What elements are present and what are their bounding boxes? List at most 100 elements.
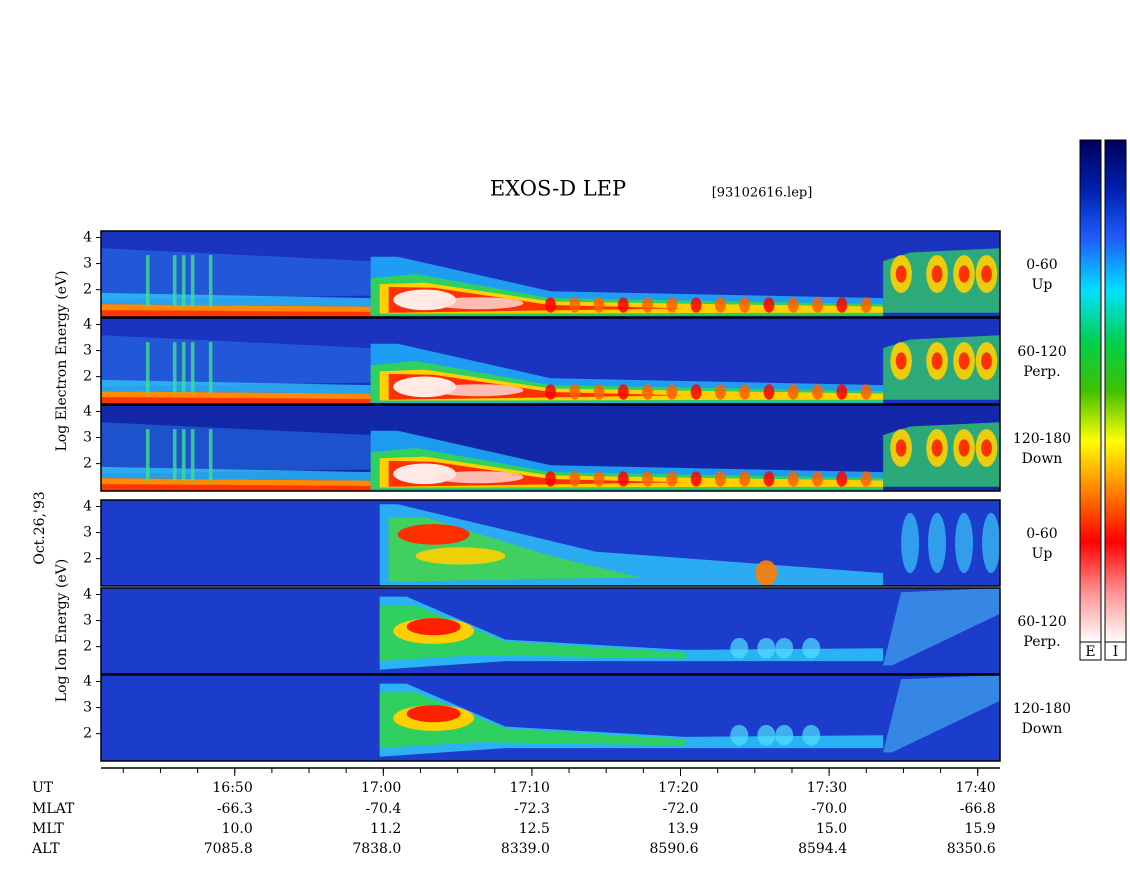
colorbar-label-box (1079, 641, 1102, 661)
y-tick-label: 4 (83, 230, 92, 246)
spectrogram-texture (802, 637, 821, 659)
spectrogram-texture (739, 384, 751, 400)
orbit-value: -72.3 (514, 801, 550, 817)
spectrogram-texture (757, 724, 776, 746)
spectrogram-texture (883, 675, 1000, 753)
panel-label: Down (1022, 451, 1063, 467)
orbit-value: 12.5 (519, 821, 550, 837)
spectrogram-texture (755, 560, 778, 586)
spectrogram-texture (642, 297, 653, 313)
panel-label: 120-180 (1013, 431, 1071, 447)
panel-label: Perp. (1023, 634, 1060, 650)
spectrogram-texture (690, 384, 702, 400)
y-tick-label: 3 (83, 343, 92, 359)
spectrogram-texture (397, 524, 470, 545)
date-label: Oct.26,'93 (32, 491, 48, 564)
panel-frame (100, 587, 1001, 675)
spectrogram-texture (593, 297, 605, 313)
panel-label: 120-180 (1013, 701, 1071, 717)
y-tick-label: 2 (83, 282, 92, 298)
y-tick-label: 4 (83, 317, 92, 333)
panel-frame (100, 674, 1001, 762)
panel-frame (100, 499, 1001, 587)
spectrogram-panel (101, 231, 1000, 317)
y-tick-label: 4 (83, 404, 92, 420)
spectrogram-texture (739, 297, 751, 313)
colorbar (1104, 139, 1127, 643)
chart-title: EXOS-D LEP (490, 177, 626, 201)
spectrogram-texture (406, 705, 461, 723)
panel-label: Up (1032, 546, 1053, 562)
file-label: [93102616.lep] (712, 186, 813, 201)
y-tick-label: 2 (83, 639, 92, 655)
spectrogram-texture (928, 512, 947, 574)
spectrogram-texture (901, 512, 920, 574)
spectrogram-texture (666, 471, 678, 487)
spectrogram-texture (379, 692, 686, 749)
spectrogram-texture (617, 297, 629, 313)
panel-frame (100, 317, 1001, 405)
panel-label: Down (1022, 721, 1063, 737)
spectrogram-texture (895, 352, 907, 370)
spectrogram-texture (955, 512, 974, 574)
y-tick-label: 3 (83, 613, 92, 629)
spectrogram-panel (101, 405, 1000, 491)
spectrogram-texture (172, 429, 177, 481)
spectrogram-texture (415, 547, 506, 565)
y-tick-label: 4 (83, 499, 92, 515)
spectrogram-texture (181, 429, 186, 481)
y-tick-label: 3 (83, 525, 92, 541)
spectrogram-texture (802, 724, 821, 746)
spectrogram-texture (883, 588, 1000, 666)
y-tick-label: 3 (83, 700, 92, 716)
spectrogram-texture (860, 471, 872, 487)
spectrogram-texture (715, 384, 726, 400)
spectrogram-texture (981, 352, 992, 370)
spectrogram-texture (433, 384, 524, 397)
spectrogram-texture (379, 605, 686, 662)
y-tick-label: 2 (83, 369, 92, 385)
spectrogram-texture (931, 439, 943, 457)
x-tick-label: 17:20 (658, 780, 698, 796)
spectrogram-texture (101, 466, 371, 481)
orbit-value: -70.4 (365, 801, 401, 817)
colorbar-label-box (1104, 641, 1127, 661)
panel-label: 60-120 (1017, 344, 1066, 360)
orbit-value: 8350.6 (947, 841, 996, 857)
spectrogram-texture (895, 439, 907, 457)
spectrogram-texture (982, 512, 1000, 574)
spectrogram-texture (836, 471, 848, 487)
spectrogram-texture (763, 297, 775, 313)
spectrogram-texture (190, 255, 195, 307)
spectrogram-texture (101, 422, 371, 474)
y-tick-label: 4 (83, 674, 92, 690)
spectrogram-texture (101, 379, 371, 394)
spectrogram-texture (545, 297, 556, 313)
spectrogram-texture (690, 471, 702, 487)
spectrogram-texture (569, 384, 581, 400)
orbit-value: -70.0 (811, 801, 847, 817)
spectrogram-texture (775, 724, 794, 746)
spectrogram-texture (617, 471, 629, 487)
spectrogram-panel (101, 500, 1000, 586)
orbit-value: 10.0 (222, 821, 253, 837)
spectrogram-texture (145, 342, 150, 394)
spectrogram-panel (101, 318, 1000, 404)
x-tick-label: 16:50 (212, 780, 252, 796)
spectrogram-texture (569, 471, 581, 487)
spectrogram-texture (642, 471, 653, 487)
orbit-value: 15.9 (965, 821, 996, 837)
spectrogram-texture (593, 384, 605, 400)
spectrogram-texture (981, 265, 992, 283)
orbit-value: 8590.6 (650, 841, 699, 857)
spectrogram-texture (406, 618, 461, 636)
orbit-value: 7838.0 (352, 841, 401, 857)
spectrogram-texture (715, 471, 726, 487)
spectrogram-texture (181, 255, 186, 307)
y-tick-label: 2 (83, 551, 92, 567)
spectrogram-texture (787, 384, 799, 400)
spectrogram-texture (101, 397, 371, 404)
spectrogram-texture (569, 297, 581, 313)
spectrogram-texture (101, 292, 371, 307)
spectrogram-texture (433, 471, 524, 484)
